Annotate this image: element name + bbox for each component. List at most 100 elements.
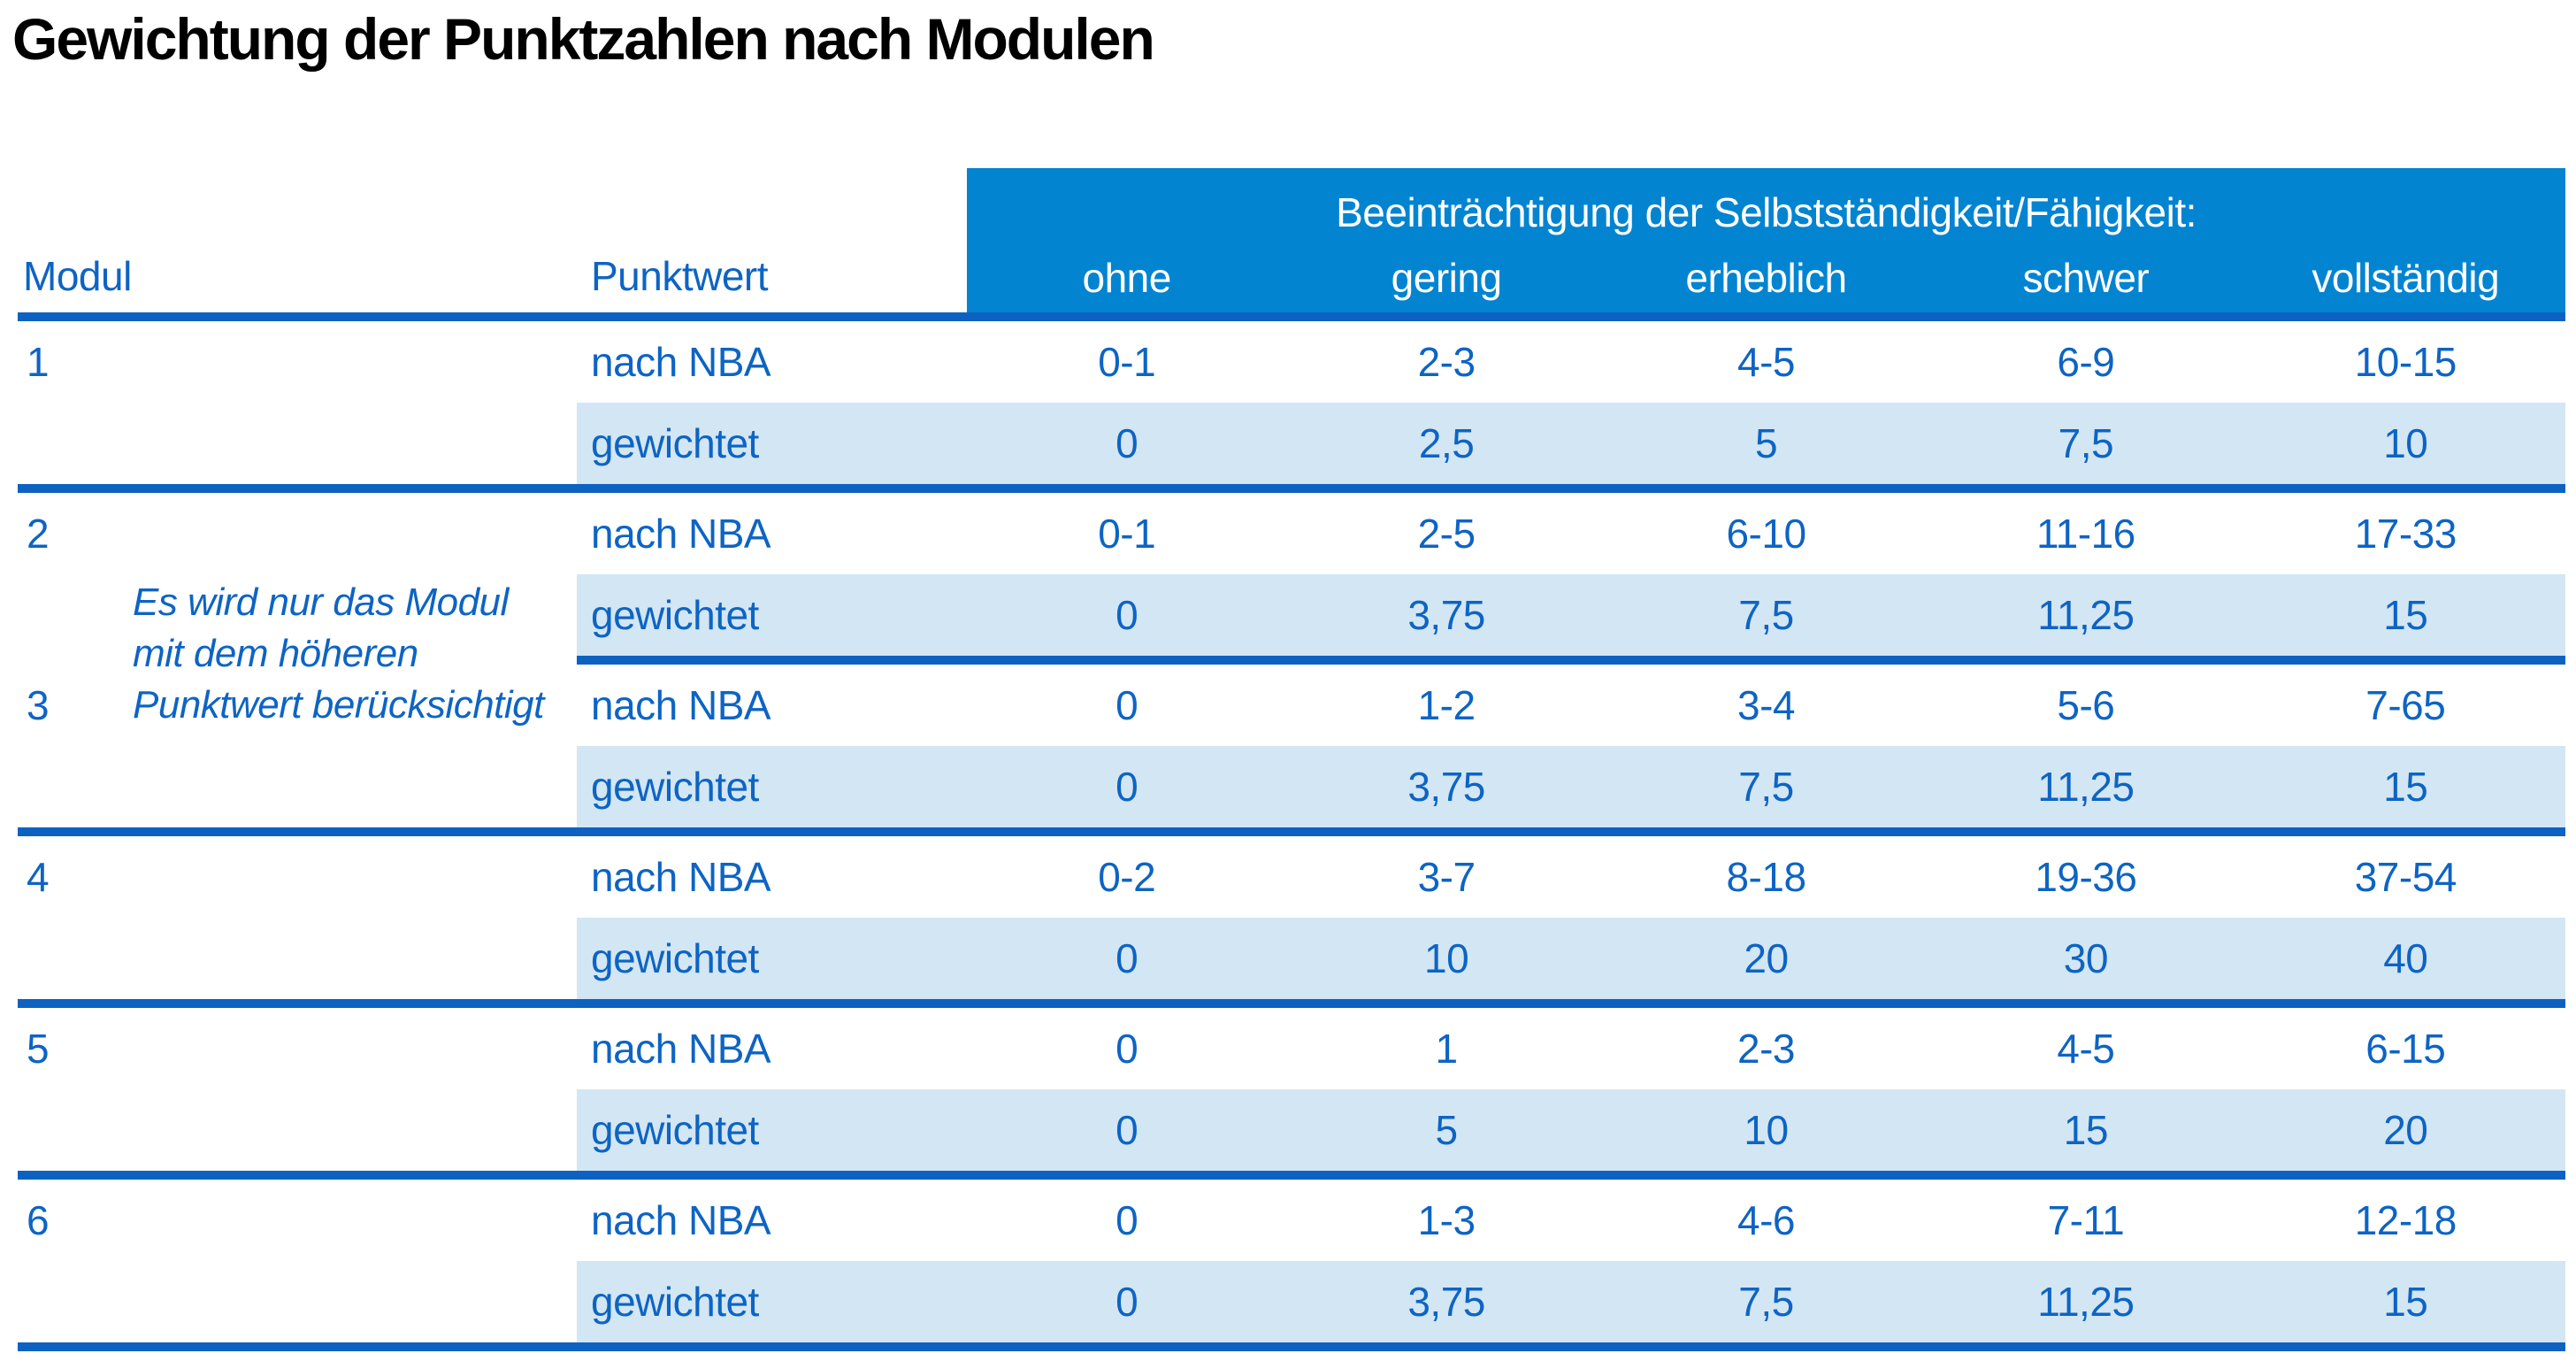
nba-value-cell: 2-5 [1417, 511, 1476, 557]
nba-value-cell: 0 [1116, 1197, 1138, 1243]
nba-value-cell: 0 [1116, 682, 1138, 728]
nba-value-cell: 3-7 [1417, 854, 1476, 900]
note-line: Punktwert berücksichtigt [133, 683, 544, 727]
weighted-value-cell: 3,75 [1286, 1261, 1606, 1342]
nba-value-cell: 7-65 [2365, 682, 2446, 728]
module-separator [18, 827, 2565, 836]
nba-value-cell: 2-3 [1417, 339, 1476, 385]
nba-value-cell: 6-9 [2057, 339, 2115, 385]
row-label-nach-nba: nach NBA [591, 339, 771, 385]
module-number: 1 [27, 339, 50, 385]
weighted-value-cell: 11,25 [1926, 574, 2246, 656]
nba-value-cell: 1-2 [1417, 682, 1476, 728]
row-label-gewichtet: gewichtet [577, 1089, 967, 1171]
weighted-value-cell: 7,5 [1606, 746, 1927, 827]
weighted-value-cell: 0 [967, 918, 1287, 999]
impairment-band-title: Beeinträchtigung der Selbstständigkeit/F… [967, 168, 2565, 257]
module-separator [18, 1171, 2565, 1180]
nba-value-cell: 8-18 [1726, 854, 1806, 900]
row-label-gewichtet: gewichtet [577, 403, 967, 484]
row-label-nach-nba: nach NBA [591, 854, 771, 900]
row-label-nach-nba: nach NBA [591, 511, 771, 557]
weighted-value-cell: 15 [2245, 574, 2565, 656]
punktwert-column-header: Punktwert [591, 253, 769, 299]
weighted-value-cell: 10 [2245, 403, 2565, 484]
weighting-table: Modul Punktwert Beeinträchtigung der Sel… [18, 168, 2565, 1351]
weighted-value-cell: 0 [967, 574, 1287, 656]
weighted-value-cell: 0 [967, 403, 1287, 484]
column-header-schwer: schwer [1926, 255, 2246, 312]
header-underline [18, 312, 2565, 321]
weighted-value-cell: 0 [967, 1089, 1287, 1171]
row-label-nach-nba: nach NBA [591, 1197, 771, 1243]
nba-value-cell: 1 [1435, 1026, 1459, 1072]
weighted-value-cell: 5 [1286, 1089, 1606, 1171]
page-title: Gewichtung der Punktzahlen nach Modulen [12, 6, 1155, 72]
module-number: 6 [27, 1197, 50, 1243]
weighted-value-cell: 3,75 [1286, 574, 1606, 656]
weighted-value-cell: 15 [1926, 1089, 2246, 1171]
weighted-value-cell: 3,75 [1286, 746, 1606, 827]
row-label-gewichtet: gewichtet [577, 746, 967, 827]
nba-value-cell: 0-1 [1098, 511, 1156, 557]
nba-value-cell: 2-3 [1737, 1026, 1795, 1072]
nba-value-cell: 5-6 [2057, 682, 2115, 728]
weighted-value-cell: 5 [1606, 403, 1927, 484]
weighted-value-cell: 20 [1606, 918, 1927, 999]
column-header-gering: gering [1286, 255, 1606, 312]
row-label-gewichtet: gewichtet [577, 1261, 967, 1342]
weighted-value-cell: 40 [2245, 918, 2565, 999]
module-number: 2 [27, 511, 50, 557]
weighted-value-cell: 20 [2245, 1089, 2565, 1171]
nba-value-cell: 37-54 [2354, 854, 2457, 900]
column-header-ohne: ohne [967, 255, 1287, 312]
nba-value-cell: 12-18 [2354, 1197, 2457, 1243]
row-label-nach-nba: nach NBA [591, 1026, 771, 1072]
note-line: mit dem höheren [133, 632, 418, 675]
weighted-value-cell: 7,5 [1606, 1261, 1927, 1342]
nba-value-cell: 4-5 [2057, 1026, 2115, 1072]
row-label-nach-nba: nach NBA [591, 682, 771, 728]
note-spanning-modules-2-3: Es wird nur das Modul mit dem höheren Pu… [133, 577, 544, 731]
column-header-vollstaendig: vollständig [2245, 255, 2565, 312]
row-label-gewichtet: gewichtet [577, 918, 967, 999]
nba-value-cell: 19-36 [2035, 854, 2137, 900]
nba-value-cell: 4-6 [1737, 1197, 1795, 1243]
weighted-value-cell: 11,25 [1926, 1261, 2246, 1342]
table-bottom-line [18, 1342, 2565, 1351]
weighted-value-cell: 0 [967, 1261, 1287, 1342]
weighted-value-cell: 30 [1926, 918, 2246, 999]
module-separator-partial [577, 656, 2565, 665]
weighted-value-cell: 10 [1606, 1089, 1927, 1171]
weighted-value-cell: 10 [1286, 918, 1606, 999]
nba-value-cell: 1-3 [1417, 1197, 1476, 1243]
nba-value-cell: 6-15 [2365, 1026, 2446, 1072]
column-header-erheblich: erheblich [1606, 255, 1927, 312]
nba-value-cell: 17-33 [2354, 511, 2457, 557]
module-separator [18, 484, 2565, 493]
row-label-gewichtet: gewichtet [577, 574, 967, 656]
note-line: Es wird nur das Modul [133, 581, 509, 624]
weighted-value-cell: 11,25 [1926, 746, 2246, 827]
weighted-value-cell: 7,5 [1606, 574, 1927, 656]
nba-value-cell: 10-15 [2354, 339, 2457, 385]
weighted-value-cell: 7,5 [1926, 403, 2246, 484]
module-number: 3 [27, 682, 50, 728]
nba-value-cell: 4-5 [1737, 339, 1795, 385]
weighted-value-cell: 15 [2245, 746, 2565, 827]
nba-value-cell: 6-10 [1726, 511, 1806, 557]
weighted-value-cell: 2,5 [1286, 403, 1606, 484]
module-separator [18, 999, 2565, 1008]
module-number: 4 [27, 854, 50, 900]
nba-value-cell: 0-2 [1098, 854, 1156, 900]
nba-value-cell: 0 [1116, 1026, 1138, 1072]
weighted-value-cell: 0 [967, 746, 1287, 827]
module-number: 5 [27, 1026, 50, 1072]
nba-value-cell: 11-16 [2036, 511, 2135, 557]
nba-value-cell: 7-11 [2047, 1197, 2125, 1243]
weighted-value-cell: 15 [2245, 1261, 2565, 1342]
modul-column-header: Modul [23, 253, 132, 299]
nba-value-cell: 3-4 [1737, 682, 1795, 728]
nba-value-cell: 0-1 [1098, 339, 1156, 385]
